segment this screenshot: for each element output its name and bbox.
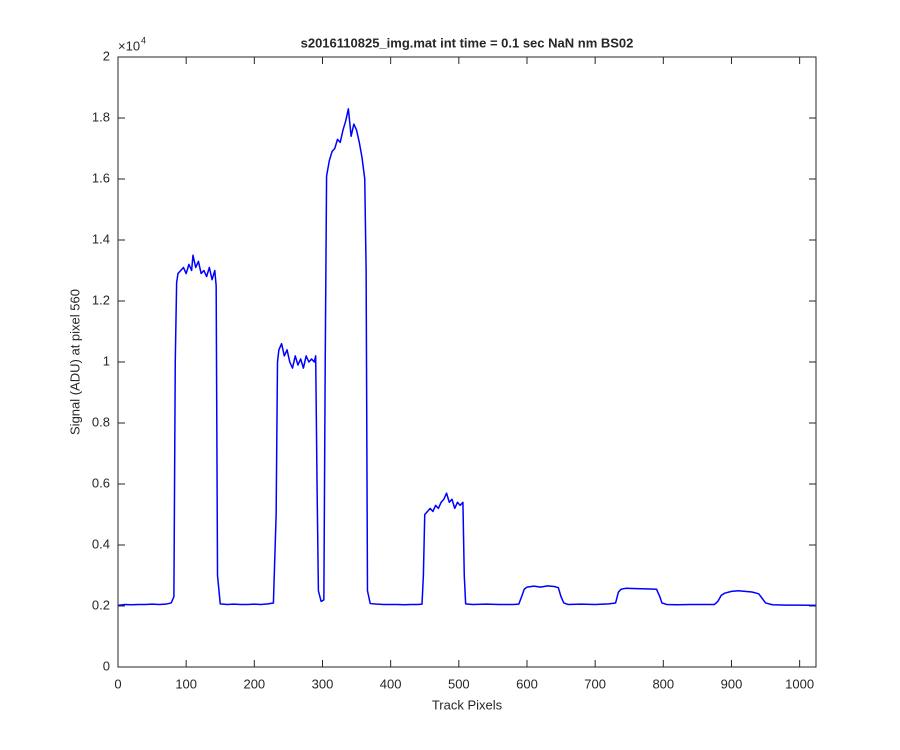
y-tick-label: 0	[103, 658, 110, 673]
x-tick-label: 500	[448, 676, 470, 691]
chart-title: s2016110825_img.mat int time = 0.1 sec N…	[301, 35, 634, 50]
data-line	[117, 108, 817, 607]
y-tick-label: 1.4	[92, 231, 110, 246]
y-tick-label: 0.4	[92, 536, 110, 551]
y-tick-label: 0.8	[92, 414, 110, 429]
axes-box	[117, 56, 817, 668]
y-axis-label: Signal (ADU) at pixel 560	[67, 289, 82, 435]
y-tick-label: 0.6	[92, 475, 110, 490]
x-tick-label: 200	[243, 676, 265, 691]
x-tick-label: 700	[584, 676, 606, 691]
x-tick-label: 800	[652, 676, 674, 691]
y-tick-label: 1	[103, 353, 110, 368]
x-tick-label: 300	[312, 676, 334, 691]
y-tick-label: 1.2	[92, 292, 110, 307]
x-tick-label: 100	[175, 676, 197, 691]
y-exponent-power: 4	[141, 35, 146, 45]
x-tick-label: 1000	[785, 676, 814, 691]
y-exponent-base: ×10	[118, 38, 140, 53]
x-tick-label: 0	[114, 676, 121, 691]
x-tick-label: 900	[721, 676, 743, 691]
y-tick-label: 2	[103, 48, 110, 63]
x-tick-label: 600	[516, 676, 538, 691]
y-tick-label: 1.8	[92, 109, 110, 124]
y-tick-label: 0.2	[92, 597, 110, 612]
y-tick-label: 1.6	[92, 170, 110, 185]
x-axis-label: Track Pixels	[432, 697, 503, 712]
x-tick-label: 400	[380, 676, 402, 691]
